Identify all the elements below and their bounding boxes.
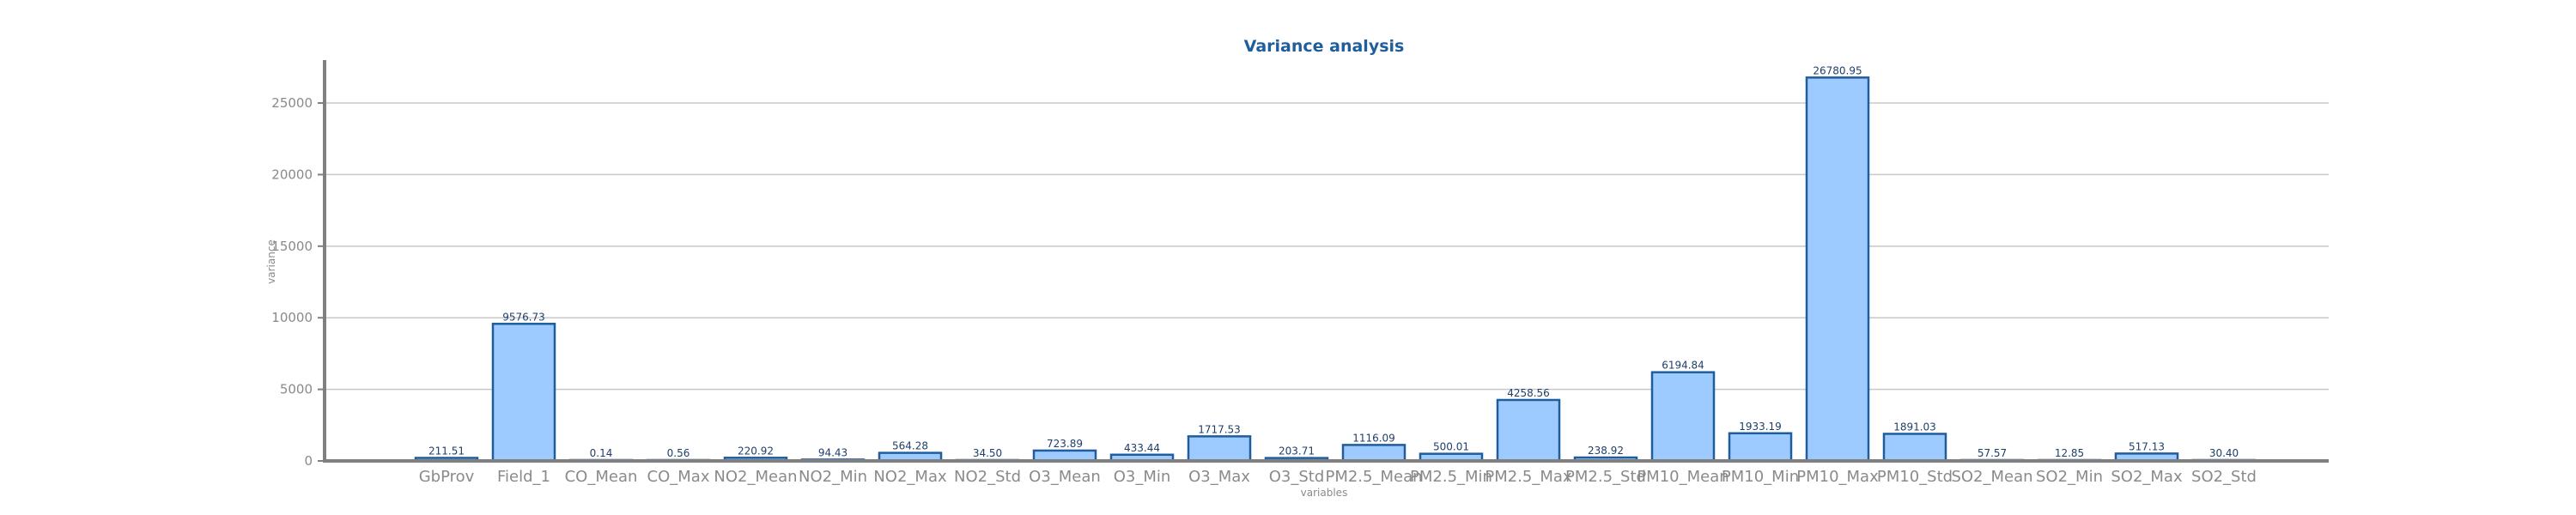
value-label: 203.71 (1279, 445, 1315, 457)
category-label: SO2_Std (2191, 468, 2257, 486)
bar-pm10-mean (1652, 373, 1714, 461)
bar-pm2-5-mean (1343, 445, 1405, 461)
category-label: PM10_Min (1722, 468, 1799, 486)
category-label: PM10_Mean (1637, 468, 1728, 486)
category-label: PM2.5_Min (1410, 468, 1492, 486)
value-label: 1933.19 (1739, 421, 1782, 433)
value-labels: 211.51 9576.73 0.14 0.56 220.92 94.43 564.28 34… (428, 64, 2239, 459)
category-label: NO2_Max (873, 468, 947, 486)
y-axis-title: variance (265, 239, 277, 284)
category-label: O3_Mean (1029, 468, 1101, 486)
value-label: 6194.84 (1662, 360, 1704, 372)
category-label: PM2.5_Mean (1325, 468, 1422, 486)
y-tick-label: 25000 (271, 95, 313, 111)
grid-lines (325, 103, 2329, 390)
value-label: 1116.09 (1352, 432, 1395, 444)
value-label: 220.92 (738, 445, 774, 457)
category-label: O3_Min (1114, 468, 1171, 486)
category-label: PM10_Std (1877, 468, 1953, 486)
bar-pm10-max (1807, 77, 1868, 461)
value-label: 238.92 (1588, 445, 1624, 457)
bar-pm2-5-max (1498, 400, 1559, 461)
y-tick-label: 10000 (271, 310, 313, 325)
value-label: 0.56 (667, 447, 690, 459)
value-label: 94.43 (818, 446, 848, 458)
value-label: 517.13 (2129, 440, 2165, 452)
y-tick-label: 15000 (271, 239, 313, 254)
category-label: O3_Std (1269, 468, 1325, 486)
category-label: SO2_Min (2036, 468, 2103, 486)
category-label: SO2_Mean (1951, 468, 2032, 486)
category-label: GbProv (419, 468, 475, 486)
value-label: 34.50 (973, 447, 1002, 459)
value-label: 1891.03 (1893, 421, 1936, 433)
value-label: 12.85 (2055, 447, 2084, 459)
value-label: 26780.95 (1813, 64, 1862, 76)
bars (416, 77, 2255, 461)
category-label: O3_Max (1188, 468, 1250, 486)
value-label: 0.14 (590, 447, 613, 459)
value-label: 9576.73 (502, 311, 545, 323)
value-label: 1717.53 (1198, 423, 1241, 435)
value-label: 564.28 (892, 440, 928, 452)
value-label: 500.01 (1433, 441, 1469, 453)
y-tick-label: 5000 (280, 382, 313, 397)
x-axis-title: variables (1301, 487, 1348, 499)
value-label: 30.40 (2209, 447, 2239, 459)
category-label: SO2_Max (2111, 468, 2183, 486)
bar-pm10-min (1729, 433, 1791, 461)
category-labels: GbProv Field_1 CO_Mean CO_Max NO2_Mean NO2_Mi… (419, 468, 2257, 486)
value-label: 4258.56 (1507, 387, 1550, 399)
value-label: 433.44 (1124, 442, 1160, 454)
bar-o3-max (1188, 436, 1250, 461)
category-label: Field_1 (497, 468, 550, 486)
chart-title: Variance analysis (1244, 37, 1405, 56)
category-label: NO2_Std (954, 468, 1021, 486)
bar-field-1 (493, 324, 555, 461)
category-label: NO2_Min (799, 468, 867, 486)
category-label: CO_Mean (565, 468, 638, 486)
bar-pm10-std (1884, 433, 1946, 461)
category-label: NO2_Mean (714, 468, 797, 486)
y-tick-labels: 0 5000 10000 15000 20000 25000 (271, 95, 325, 469)
value-label: 723.89 (1047, 438, 1083, 450)
category-label: PM2.5_Max (1485, 468, 1572, 486)
value-label: 57.57 (1978, 447, 2007, 459)
y-tick-label: 20000 (271, 167, 313, 182)
category-label: PM10_Max (1796, 468, 1879, 486)
value-label: 211.51 (428, 445, 465, 457)
category-label: CO_Max (647, 468, 710, 486)
y-tick-label: 0 (304, 453, 313, 469)
category-label: PM2.5_Std (1565, 468, 1646, 486)
